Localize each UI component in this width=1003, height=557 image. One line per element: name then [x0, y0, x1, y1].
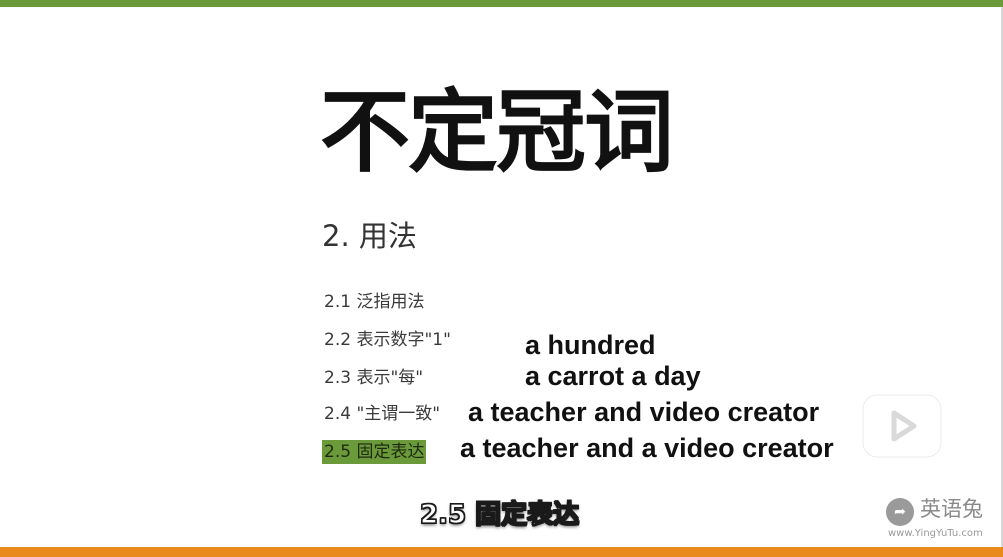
- play-button[interactable]: [862, 378, 942, 458]
- slide-title: 不定冠词: [320, 80, 674, 185]
- menu-item-2-3: 2.3 表示"每": [324, 368, 424, 388]
- example-a-hundred: a hundred: [525, 330, 656, 360]
- watermark-name: 英语兔: [920, 497, 983, 521]
- rabbit-logo-icon: ➦: [886, 498, 914, 526]
- example-teacher-and-video-creator: a teacher and video creator: [468, 397, 820, 427]
- play-icon: [862, 383, 942, 458]
- top-accent-bar: [0, 0, 1003, 7]
- example-teacher-and-a-video-creator: a teacher and a video creator: [460, 433, 834, 463]
- right-edge-divider: [1001, 7, 1003, 547]
- watermark-url: www.YingYuTu.com: [888, 528, 983, 539]
- menu-item-2-5-active: 2.5 固定表达: [322, 440, 427, 464]
- section-heading: 2. 用法: [322, 219, 417, 253]
- example-a-carrot-a-day: a carrot a day: [525, 361, 701, 391]
- video-subtitle: 2.5 固定表达: [419, 500, 580, 530]
- menu-item-2-4: 2.4 "主谓一致": [324, 404, 441, 424]
- bottom-progress-bar: [0, 547, 1003, 557]
- watermark: ➦ 英语兔 www.YingYuTu.com: [886, 498, 996, 540]
- menu-item-2-1: 2.1 泛指用法: [324, 292, 425, 312]
- menu-item-2-2: 2.2 表示数字"1": [324, 330, 451, 350]
